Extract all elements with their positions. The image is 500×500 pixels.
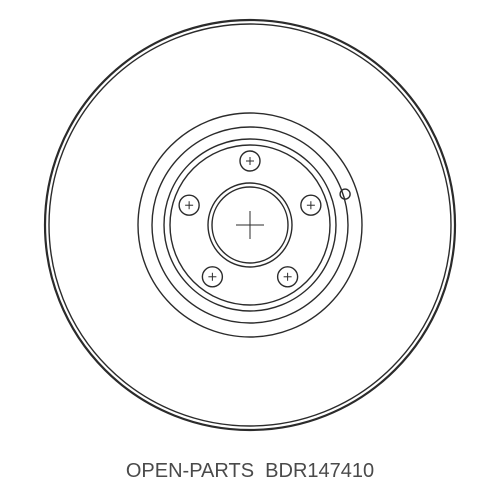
brand-label: OPEN-PARTS [126,460,254,482]
caption-line: OPEN-PARTS BDR147410 [0,460,500,483]
part-number: BDR147410 [265,460,374,482]
brake-disc-drawing [0,0,500,500]
diagram-canvas: OPEN-PARTS BDR147410 [0,0,500,500]
